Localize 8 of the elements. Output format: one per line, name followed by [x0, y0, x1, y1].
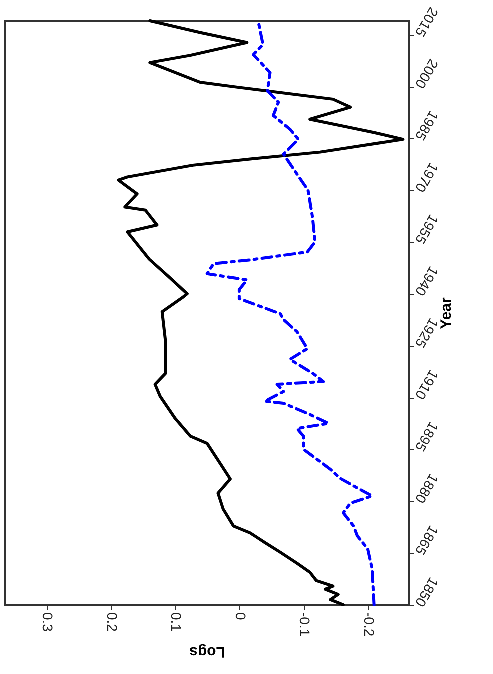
x-tick-label: 0.3 [40, 612, 56, 632]
x-axis-title: Logs [190, 644, 226, 661]
x-tick-label: 0 [232, 612, 249, 620]
x-tick-label: 0.1 [168, 612, 185, 632]
x-tick-label: -0.1 [297, 612, 314, 637]
x-tick-label: 0.2 [104, 612, 120, 632]
y-axis-title: Year [438, 297, 456, 330]
x-tick-label: -0.2 [361, 612, 378, 637]
